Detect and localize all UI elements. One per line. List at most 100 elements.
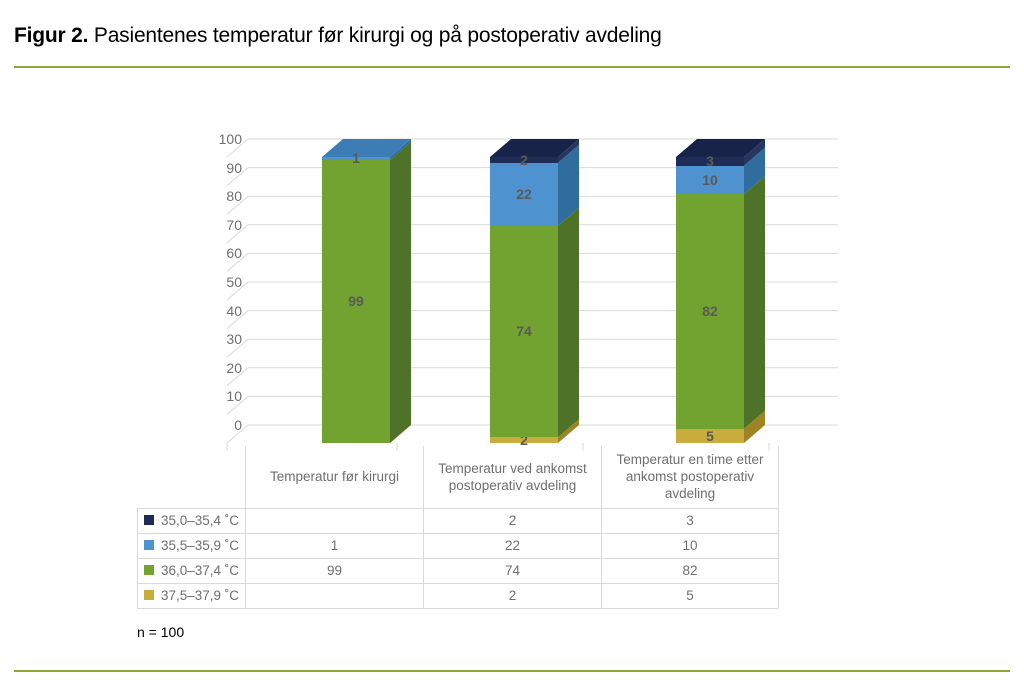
- bar-segment-front-face: [322, 159, 390, 443]
- legend-entry[interactable]: 37,5–37,9 ˚C: [137, 582, 246, 609]
- table-header-row: Temperatur før kirurgi Temperatur ved ank…: [137, 446, 779, 509]
- bar-column[interactable]: 2 74 22 2: [0, 96, 1024, 456]
- bar-data-label: 74: [516, 323, 532, 340]
- gridline: [226, 281, 838, 301]
- legend-swatch-icon: [143, 590, 154, 601]
- bar-segment-side-face: [558, 144, 579, 226]
- table-row: 35,0–35,4 ˚C 2 3: [137, 507, 779, 534]
- bar-column[interactable]: 99 1: [0, 96, 1024, 456]
- data-table-body: Temperatur før kirurgi Temperatur ved ank…: [137, 446, 779, 609]
- table-cell: 82: [601, 557, 779, 584]
- title-divider: [14, 66, 1010, 68]
- table-header-spacer: [137, 446, 246, 508]
- legend-label: 35,5–35,9 ˚C: [160, 538, 240, 553]
- table-cell: 99: [245, 557, 424, 584]
- bar-data-label: 5: [706, 427, 714, 444]
- bar-segment[interactable]: 82: [676, 176, 765, 429]
- legend-entry[interactable]: 36,0–37,4 ˚C: [137, 557, 246, 584]
- table-row: 37,5–37,9 ˚C 2 5: [137, 582, 779, 609]
- y-axis-tick-label: 0: [234, 417, 242, 433]
- table-cell: 2: [423, 582, 602, 609]
- bar-data-label: 99: [348, 293, 364, 310]
- legend-label: 36,0–37,4 ˚C: [160, 563, 240, 578]
- y-axis-tick-label: 40: [226, 302, 242, 319]
- bar-segment[interactable]: 10: [676, 147, 765, 195]
- gridline: [226, 252, 838, 272]
- figure-number: Figur 2.: [14, 24, 89, 47]
- legend-swatch-icon: [143, 515, 154, 526]
- y-axis-tick-label: 60: [226, 245, 242, 262]
- y-axis-tick-label: 80: [226, 188, 242, 205]
- chart-gridlines: [226, 138, 838, 451]
- y-axis-tick-label: 90: [226, 159, 242, 176]
- page-title: Figur 2. Pasientenes temperatur før kiru…: [14, 24, 1010, 48]
- bar-segment-front-face: [676, 194, 744, 429]
- y-axis-tick-label: 20: [226, 359, 242, 376]
- bar-data-label: 82: [702, 303, 718, 320]
- legend-label: 35,0–35,4 ˚C: [160, 513, 240, 528]
- y-axis-tick-label: 50: [226, 274, 242, 290]
- data-table: Temperatur før kirurgi Temperatur ved ank…: [137, 446, 779, 609]
- bar-data-label: 22: [516, 186, 532, 203]
- y-axis-tick-label: 100: [218, 131, 242, 147]
- bar-segment-side-face: [390, 141, 411, 443]
- bar-segment-side-face: [744, 176, 765, 429]
- legend-swatch-icon: [143, 565, 154, 576]
- bar-segment[interactable]: 3: [676, 139, 765, 170]
- bar-data-label: 10: [702, 171, 718, 188]
- bar-segment-front-face: [322, 157, 390, 160]
- y-axis-tick-label: 30: [226, 331, 242, 348]
- footer-divider: [14, 670, 1010, 672]
- gridline: [226, 138, 838, 158]
- bar-segment[interactable]: 5: [676, 410, 765, 444]
- gridline: [226, 367, 838, 387]
- bar-segment[interactable]: 99: [322, 141, 411, 443]
- table-cell: 10: [601, 532, 779, 559]
- bar-segment-front-face: [676, 165, 744, 195]
- table-cell: 2: [423, 507, 602, 534]
- table-cell: [245, 582, 424, 609]
- table-cell: [245, 507, 424, 534]
- legend-entry[interactable]: 35,0–35,4 ˚C: [137, 507, 246, 534]
- bar-segment-front-face: [676, 428, 744, 443]
- gridline: [226, 195, 838, 215]
- bar-segment-front-face: [490, 225, 558, 438]
- bar-segment-side-face: [558, 207, 579, 437]
- sample-size-note: n = 100: [137, 624, 185, 640]
- bar-segment-front-face: [490, 437, 558, 443]
- y-axis-tick-label: 10: [226, 388, 242, 405]
- table-cell: 1: [245, 532, 424, 559]
- bar-data-label: 2: [520, 432, 528, 449]
- chart-plot-area: 100 90 80 70 60 50 40 30 20 10 0 99 1 2 74 22 2 5 82 10 3: [0, 96, 1024, 456]
- table-row: 36,0–37,4 ˚C 99 74 82: [137, 557, 779, 584]
- bar-segment-front-face: [490, 157, 558, 163]
- table-cell: 5: [601, 582, 779, 609]
- table-row: 35,5–35,9 ˚C 1 22 10: [137, 532, 779, 559]
- bar-segment[interactable]: 22: [490, 144, 579, 226]
- gridline: [226, 338, 838, 358]
- gridline: [226, 424, 838, 444]
- figure-title-text: Pasientenes temperatur før kirurgi og på…: [93, 24, 662, 47]
- y-axis-tick-label: 70: [226, 216, 242, 233]
- data-table-wrapper: Temperatur før kirurgi Temperatur ved ank…: [137, 446, 779, 609]
- bar-segment-front-face: [490, 162, 558, 226]
- table-cell: 74: [423, 557, 602, 584]
- legend-swatch-icon: [143, 540, 154, 551]
- bar-segment-top-cap: [490, 139, 579, 157]
- gridline: [226, 395, 838, 415]
- bar-data-label: 2: [520, 151, 528, 168]
- bar-column[interactable]: 5 82 10 3: [0, 96, 1024, 456]
- legend-label: 37,5–37,9 ˚C: [160, 588, 240, 603]
- table-column-header: Temperatur ved ankomst postoperativ avde…: [423, 446, 602, 509]
- legend-entry[interactable]: 35,5–35,9 ˚C: [137, 532, 246, 559]
- table-column-header: Temperatur før kirurgi: [245, 446, 424, 509]
- table-column-header: Temperatur en time etter ankomst postope…: [601, 446, 779, 509]
- bar-segment-front-face: [676, 157, 744, 166]
- bar-segment-top-cap: [322, 139, 411, 157]
- bar-segment-top-cap: [676, 139, 765, 157]
- bar-data-label: 3: [706, 153, 714, 170]
- bar-data-label: 1: [352, 150, 360, 167]
- table-cell: 22: [423, 532, 602, 559]
- bar-segment[interactable]: 74: [490, 207, 579, 438]
